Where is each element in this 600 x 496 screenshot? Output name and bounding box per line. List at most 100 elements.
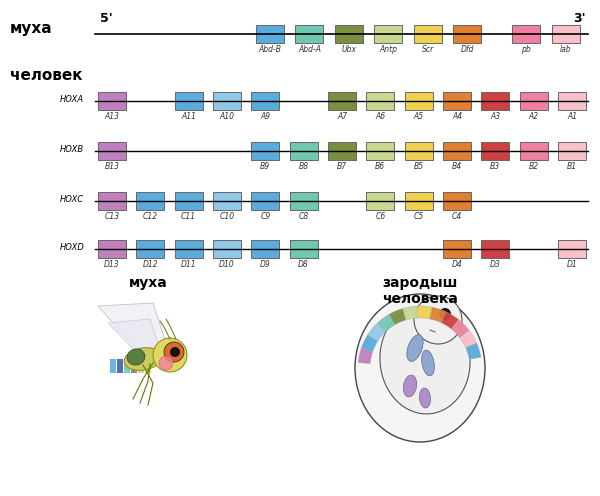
FancyBboxPatch shape <box>251 192 280 210</box>
Text: D13: D13 <box>104 260 120 269</box>
Polygon shape <box>460 330 477 348</box>
FancyBboxPatch shape <box>98 240 126 258</box>
FancyBboxPatch shape <box>404 142 433 160</box>
FancyBboxPatch shape <box>367 192 394 210</box>
Circle shape <box>170 347 180 357</box>
FancyBboxPatch shape <box>175 192 203 210</box>
FancyBboxPatch shape <box>558 240 586 258</box>
Polygon shape <box>358 348 373 364</box>
Polygon shape <box>108 319 160 356</box>
FancyBboxPatch shape <box>290 240 317 258</box>
Text: B5: B5 <box>413 162 424 171</box>
FancyBboxPatch shape <box>481 142 509 160</box>
Text: человек: человек <box>10 68 83 83</box>
Text: A5: A5 <box>413 112 424 121</box>
Text: Ubx: Ubx <box>341 45 356 54</box>
Circle shape <box>159 356 173 370</box>
FancyBboxPatch shape <box>290 142 317 160</box>
Text: A4: A4 <box>452 112 462 121</box>
Text: Scr: Scr <box>422 45 434 54</box>
Polygon shape <box>430 307 446 323</box>
Text: D11: D11 <box>181 260 196 269</box>
FancyBboxPatch shape <box>443 192 471 210</box>
FancyBboxPatch shape <box>367 142 394 160</box>
FancyBboxPatch shape <box>443 240 471 258</box>
FancyBboxPatch shape <box>367 92 394 110</box>
FancyBboxPatch shape <box>443 92 471 110</box>
Polygon shape <box>466 343 481 359</box>
FancyBboxPatch shape <box>213 192 241 210</box>
Text: D8: D8 <box>298 260 309 269</box>
Ellipse shape <box>419 388 431 408</box>
FancyBboxPatch shape <box>481 92 509 110</box>
FancyBboxPatch shape <box>481 240 509 258</box>
Ellipse shape <box>355 294 485 442</box>
Ellipse shape <box>380 306 470 414</box>
FancyBboxPatch shape <box>98 92 126 110</box>
Text: HOXD: HOXD <box>60 243 85 251</box>
Text: B6: B6 <box>375 162 385 171</box>
FancyBboxPatch shape <box>124 359 130 373</box>
Text: A10: A10 <box>220 112 235 121</box>
Text: зародыш
человека: зародыш человека <box>382 276 458 306</box>
Text: A2: A2 <box>529 112 539 121</box>
FancyBboxPatch shape <box>558 92 586 110</box>
FancyBboxPatch shape <box>117 359 123 373</box>
FancyBboxPatch shape <box>512 25 541 43</box>
FancyBboxPatch shape <box>404 192 433 210</box>
Text: HOXC: HOXC <box>60 194 84 203</box>
Text: муха: муха <box>128 276 167 290</box>
Text: lab: lab <box>560 45 572 54</box>
FancyBboxPatch shape <box>374 25 403 43</box>
FancyBboxPatch shape <box>251 142 280 160</box>
Text: D4: D4 <box>452 260 463 269</box>
FancyBboxPatch shape <box>520 142 548 160</box>
Text: A13: A13 <box>104 112 119 121</box>
Circle shape <box>164 342 184 362</box>
FancyBboxPatch shape <box>110 359 116 373</box>
Text: A6: A6 <box>375 112 385 121</box>
FancyBboxPatch shape <box>213 92 241 110</box>
Text: B8: B8 <box>299 162 309 171</box>
Text: A1: A1 <box>567 112 577 121</box>
Text: Abd-A: Abd-A <box>298 45 321 54</box>
Text: pb: pb <box>521 45 531 54</box>
Text: Abd-B: Abd-B <box>259 45 281 54</box>
FancyBboxPatch shape <box>251 240 280 258</box>
FancyBboxPatch shape <box>443 142 471 160</box>
Text: Antp: Antp <box>379 45 397 54</box>
FancyBboxPatch shape <box>453 25 481 43</box>
Text: B7: B7 <box>337 162 347 171</box>
Text: D10: D10 <box>219 260 235 269</box>
FancyBboxPatch shape <box>138 359 144 373</box>
FancyBboxPatch shape <box>213 240 241 258</box>
Text: B4: B4 <box>452 162 462 171</box>
FancyBboxPatch shape <box>131 359 137 373</box>
FancyBboxPatch shape <box>98 142 126 160</box>
Text: C13: C13 <box>104 212 119 221</box>
Text: C8: C8 <box>299 212 309 221</box>
Circle shape <box>414 296 462 344</box>
FancyBboxPatch shape <box>175 92 203 110</box>
Polygon shape <box>451 319 469 338</box>
Text: HOXB: HOXB <box>60 144 84 153</box>
FancyBboxPatch shape <box>136 240 164 258</box>
FancyBboxPatch shape <box>145 359 151 373</box>
Ellipse shape <box>422 350 434 376</box>
FancyBboxPatch shape <box>136 192 164 210</box>
Ellipse shape <box>403 375 416 397</box>
Text: C9: C9 <box>260 212 271 221</box>
Text: HOXA: HOXA <box>60 95 84 104</box>
Text: C5: C5 <box>413 212 424 221</box>
FancyBboxPatch shape <box>290 192 317 210</box>
Polygon shape <box>377 314 395 332</box>
FancyBboxPatch shape <box>295 25 323 43</box>
FancyBboxPatch shape <box>251 92 280 110</box>
Text: B9: B9 <box>260 162 271 171</box>
Polygon shape <box>417 306 432 319</box>
FancyBboxPatch shape <box>256 25 284 43</box>
Text: C6: C6 <box>375 212 385 221</box>
FancyBboxPatch shape <box>404 92 433 110</box>
Polygon shape <box>441 312 459 329</box>
Polygon shape <box>403 306 418 320</box>
